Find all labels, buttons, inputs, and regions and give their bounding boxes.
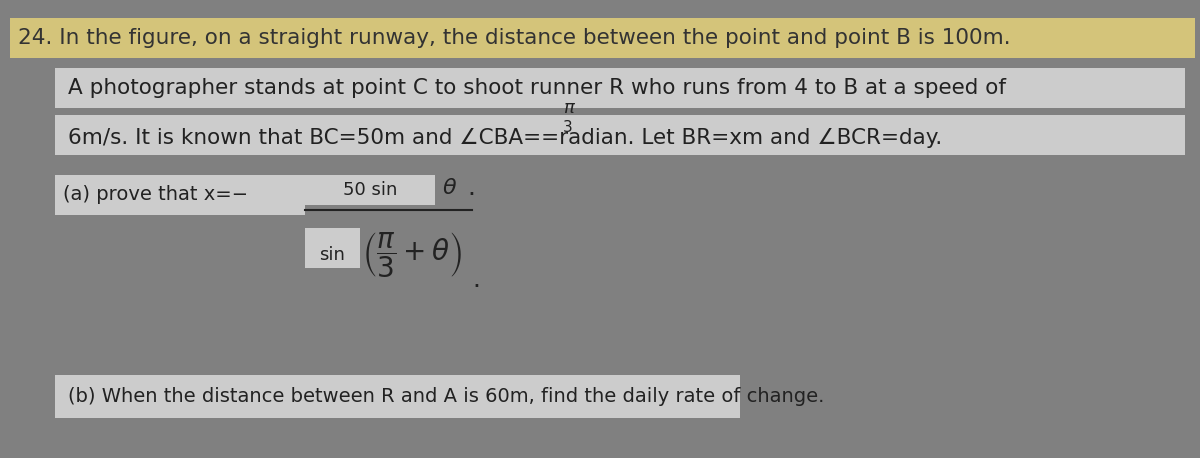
Polygon shape — [55, 175, 305, 215]
Polygon shape — [305, 228, 360, 268]
Text: .: . — [472, 268, 480, 292]
Text: 3: 3 — [563, 120, 572, 135]
Text: 50 sin: 50 sin — [343, 181, 397, 199]
Polygon shape — [55, 68, 1186, 108]
Text: A photographer stands at point C to shoot runner R who runs from 4 to B at a spe: A photographer stands at point C to shoo… — [68, 78, 1006, 98]
Polygon shape — [55, 115, 1186, 155]
Text: π: π — [563, 99, 574, 117]
Polygon shape — [305, 175, 436, 205]
Polygon shape — [55, 375, 740, 418]
Text: $\left(\dfrac{\pi}{3}+\theta\right)$: $\left(\dfrac{\pi}{3}+\theta\right)$ — [362, 230, 462, 280]
Text: 6m/s. It is known that BC=50m and ∠CBA==radian. Let BR=xm and ∠BCR=day.: 6m/s. It is known that BC=50m and ∠CBA==… — [68, 128, 942, 148]
Text: θ: θ — [443, 178, 457, 198]
Text: (a) prove that x=−: (a) prove that x=− — [64, 185, 248, 205]
Text: (b) When the distance between R and A is 60m, find the daily rate of change.: (b) When the distance between R and A is… — [68, 387, 824, 406]
Text: 24. In the figure, on a straight runway, the distance between the point and poin: 24. In the figure, on a straight runway,… — [18, 28, 1010, 48]
Text: sin: sin — [319, 246, 346, 264]
Polygon shape — [10, 18, 1195, 58]
Text: .: . — [467, 176, 475, 200]
